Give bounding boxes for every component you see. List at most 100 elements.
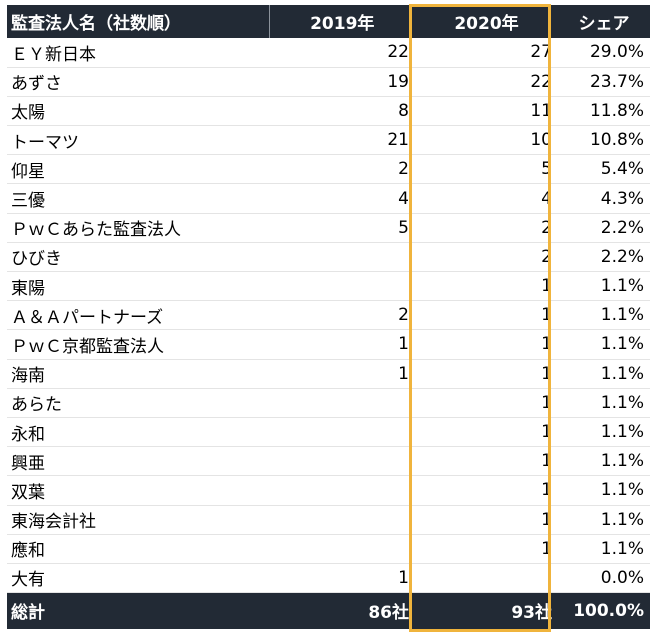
firm-name-cell: 海南 [7, 359, 269, 389]
value-2019-cell [269, 446, 415, 477]
firm-name-cell: 永和 [7, 417, 269, 448]
share-cell: 1.1% [558, 417, 650, 448]
table-row: 東陽 1 1.1% [7, 271, 650, 302]
value-2019-cell: 21 [269, 125, 415, 156]
value-2020-cell [415, 563, 558, 594]
header-firm-name: 監査法人名（社数順） [7, 5, 270, 38]
value-2019-cell: 2 [269, 300, 415, 331]
value-2020-cell: 1 [415, 359, 558, 389]
value-2020-cell: 1 [415, 329, 558, 360]
table-row: 双葉 1 1.1% [7, 475, 650, 506]
value-2019-cell [269, 417, 415, 448]
value-2020-cell: 2 [415, 242, 558, 273]
value-2019-cell: 1 [269, 329, 415, 360]
header-row: 監査法人名（社数順） 2019年 2020年 シェア [7, 5, 650, 38]
share-cell: 1.1% [558, 359, 650, 389]
value-2020-cell: 4 [415, 183, 558, 214]
value-2019-cell: 1 [269, 563, 415, 594]
value-2019-cell: 19 [269, 67, 415, 97]
value-2019-cell: 4 [269, 183, 415, 214]
table-row: 東海会計社 1 1.1% [7, 505, 650, 535]
firm-name-cell: Ａ＆Ａパートナーズ [7, 300, 269, 331]
value-2019-cell [269, 388, 415, 418]
share-cell: 4.3% [558, 183, 650, 214]
firm-name-cell: ＥＹ新日本 [7, 38, 269, 68]
table-row: ＥＹ新日本 22 27 29.0% [7, 38, 650, 68]
share-cell: 1.1% [558, 475, 650, 506]
firm-name-cell: トーマツ [7, 125, 269, 156]
value-2020-cell: 22 [415, 67, 558, 97]
value-2020-cell: 1 [415, 417, 558, 448]
firm-name-cell: あらた [7, 388, 269, 418]
value-2019-cell [269, 242, 415, 273]
firm-name-cell: 大有 [7, 563, 269, 594]
firm-name-cell: 興亜 [7, 446, 269, 477]
firm-name-cell: ＰｗＣあらた監査法人 [7, 213, 269, 243]
table-row: トーマツ 21 10 10.8% [7, 125, 650, 156]
share-cell: 1.1% [558, 271, 650, 302]
share-cell: 10.8% [558, 125, 650, 156]
firm-name-cell: 應和 [7, 534, 269, 564]
firm-name-cell: ひびき [7, 242, 269, 273]
value-2020-cell: 5 [415, 154, 558, 185]
share-cell: 1.1% [558, 329, 650, 360]
value-2019-cell [269, 505, 415, 535]
total-share: 100.0% [558, 592, 650, 629]
share-cell: 1.1% [558, 300, 650, 331]
total-2020: 93社 [415, 592, 558, 629]
table-row: ＰｗＣあらた監査法人 5 2 2.2% [7, 213, 650, 243]
firm-name-cell: 三優 [7, 183, 269, 214]
table-row: 太陽 8 11 11.8% [7, 96, 650, 127]
table-row: 應和 1 1.1% [7, 534, 650, 564]
table-body: ＥＹ新日本 22 27 29.0% あずさ 19 22 23.7% 太陽 8 11 11.8% トーマツ… [7, 38, 650, 594]
total-row: 総計 86社 93社 100.0% [7, 592, 650, 629]
firm-name-cell: 東陽 [7, 271, 269, 302]
table-row: 海南 1 1 1.1% [7, 359, 650, 389]
table-row: 大有 1 0.0% [7, 563, 650, 594]
value-2020-cell: 2 [415, 213, 558, 243]
value-2020-cell: 10 [415, 125, 558, 156]
share-cell: 1.1% [558, 534, 650, 564]
header-2019: 2019年 [269, 5, 415, 38]
value-2020-cell: 1 [415, 475, 558, 506]
share-cell: 5.4% [558, 154, 650, 185]
value-2019-cell [269, 534, 415, 564]
share-cell: 11.8% [558, 96, 650, 127]
value-2019-cell: 2 [269, 154, 415, 185]
table-row: Ａ＆Ａパートナーズ 2 1 1.1% [7, 300, 650, 331]
value-2020-cell: 1 [415, 271, 558, 302]
firm-name-cell: ＰｗＣ京都監査法人 [7, 329, 269, 360]
value-2019-cell: 1 [269, 359, 415, 389]
table-row: 興亜 1 1.1% [7, 446, 650, 477]
share-cell: 23.7% [558, 67, 650, 97]
table-row: あらた 1 1.1% [7, 388, 650, 418]
value-2020-cell: 11 [415, 96, 558, 127]
firm-name-cell: 仰星 [7, 154, 269, 185]
value-2020-cell: 27 [415, 38, 558, 68]
share-cell: 0.0% [558, 563, 650, 594]
table-row: あずさ 19 22 23.7% [7, 67, 650, 97]
value-2020-cell: 1 [415, 505, 558, 535]
table-row: 三優 4 4 4.3% [7, 183, 650, 214]
share-cell: 2.2% [558, 213, 650, 243]
table-row: 仰星 2 5 5.4% [7, 154, 650, 185]
header-2020: 2020年 [415, 5, 558, 38]
firm-name-cell: あずさ [7, 67, 269, 97]
value-2019-cell: 5 [269, 213, 415, 243]
value-2019-cell: 22 [269, 38, 415, 68]
firm-name-cell: 太陽 [7, 96, 269, 127]
share-cell: 2.2% [558, 242, 650, 273]
value-2020-cell: 1 [415, 534, 558, 564]
audit-firm-table: 監査法人名（社数順） 2019年 2020年 シェア ＥＹ新日本 22 27 29.0… [7, 5, 650, 629]
value-2020-cell: 1 [415, 446, 558, 477]
share-cell: 1.1% [558, 388, 650, 418]
header-share: シェア [558, 5, 650, 38]
firm-name-cell: 東海会計社 [7, 505, 269, 535]
value-2019-cell [269, 475, 415, 506]
value-2020-cell: 1 [415, 388, 558, 418]
table-row: ＰｗＣ京都監査法人 1 1 1.1% [7, 329, 650, 360]
share-cell: 1.1% [558, 505, 650, 535]
total-2019: 86社 [269, 592, 415, 629]
firm-name-cell: 双葉 [7, 475, 269, 506]
